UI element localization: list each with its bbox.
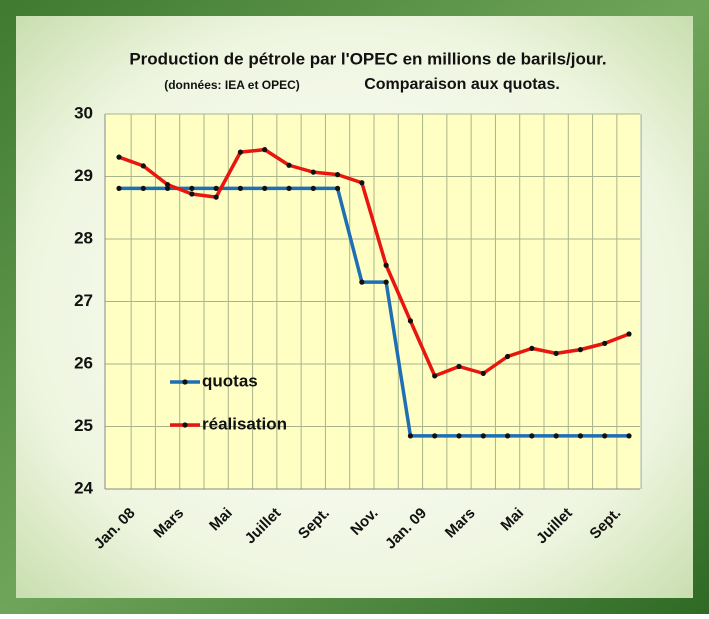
point — [480, 433, 486, 439]
point — [553, 350, 559, 356]
legend-label: quotas — [202, 371, 258, 390]
subtitle: Comparaison aux quotas. — [364, 76, 560, 93]
point — [553, 433, 559, 439]
y-tick-label: 30 — [74, 103, 93, 122]
y-tick-label: 25 — [74, 416, 93, 435]
point — [359, 180, 365, 186]
point — [140, 163, 146, 169]
point — [262, 185, 268, 191]
series-line — [118, 147, 630, 378]
point — [116, 185, 122, 191]
point — [480, 370, 486, 376]
legend — [160, 358, 305, 443]
point — [164, 185, 171, 191]
point — [213, 194, 219, 200]
point — [310, 169, 316, 175]
y-tick-label: 29 — [74, 166, 93, 185]
point — [237, 185, 244, 191]
point — [383, 262, 389, 268]
point — [577, 347, 584, 353]
point — [529, 433, 535, 439]
point — [286, 185, 292, 191]
point — [602, 433, 608, 439]
point — [189, 185, 195, 191]
y-tick-label: 28 — [74, 228, 93, 247]
chart-title: Production de pétrole par l'OPEC en mill… — [129, 49, 606, 68]
y-tick-label: 27 — [74, 291, 93, 310]
point — [456, 363, 462, 370]
note: (données: IEA et OPEC) — [164, 78, 300, 92]
point — [504, 433, 511, 439]
point — [213, 185, 219, 191]
point — [334, 185, 341, 191]
point — [626, 433, 632, 439]
point — [286, 162, 292, 168]
point — [577, 433, 584, 439]
point — [189, 191, 195, 197]
legend-marker — [182, 379, 188, 385]
point — [140, 185, 146, 191]
point — [407, 318, 414, 324]
y-tick-label: 26 — [74, 353, 93, 372]
point — [626, 331, 632, 337]
point — [383, 279, 389, 285]
legend-marker — [182, 422, 188, 428]
legend-label: réalisation — [202, 414, 287, 433]
point — [456, 433, 462, 439]
y-tick-label: 24 — [74, 478, 93, 497]
point — [310, 185, 316, 191]
point — [334, 172, 341, 178]
point — [262, 147, 268, 153]
point — [602, 340, 608, 346]
point — [432, 373, 438, 379]
point — [432, 433, 438, 439]
series-line — [119, 186, 629, 438]
point — [359, 279, 365, 285]
point — [164, 182, 171, 188]
point — [237, 149, 244, 155]
point — [529, 345, 535, 351]
point — [407, 433, 414, 439]
point — [116, 154, 122, 160]
point — [504, 353, 511, 360]
